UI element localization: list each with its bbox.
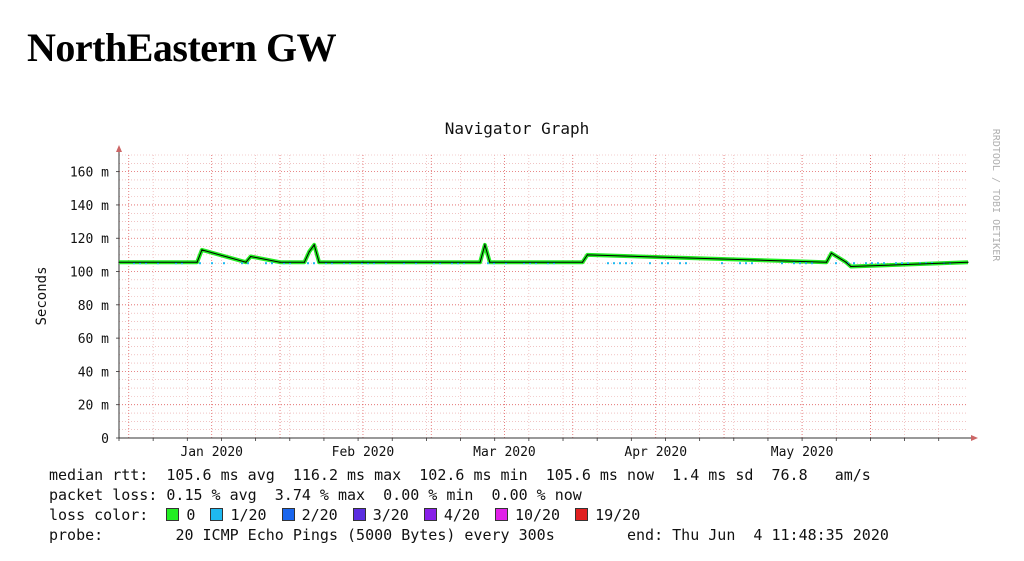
loss-color-label: loss color: bbox=[49, 506, 149, 524]
median-rtt-sd: 1.4 ms sd bbox=[672, 466, 754, 484]
loss-color-item-label: 4/20 bbox=[443, 506, 480, 524]
y-tick-label: 100 m bbox=[70, 266, 109, 281]
median-rtt-label: median rtt: bbox=[49, 466, 149, 484]
rtt-data-point bbox=[830, 252, 832, 254]
rtt-loss-band bbox=[119, 242, 969, 269]
y-tick-label: 40 m bbox=[78, 365, 109, 380]
packet-loss-row: packet loss: 0.15 % avg 3.74 % max 0.00 … bbox=[49, 486, 582, 504]
y-tick-label: 120 m bbox=[70, 232, 109, 247]
x-tick-label: Jan 2020 bbox=[180, 445, 243, 460]
probe-end-time: end: Thu Jun 4 11:48:35 2020 bbox=[626, 526, 889, 544]
packet-loss-min: 0.00 % min bbox=[383, 486, 474, 504]
loss-color-swatch bbox=[423, 508, 437, 521]
median-rtt-min: 102.6 ms min bbox=[419, 466, 528, 484]
median-rtt-avg: 105.6 ms avg bbox=[166, 466, 275, 484]
loss-color-item-label: 19/20 bbox=[595, 506, 641, 524]
rtt-data-point bbox=[825, 261, 828, 263]
rtt-data-point bbox=[581, 261, 584, 263]
loss-color-items: 0 1/20 2/20 3/20 4/20 10/20 19/20 bbox=[166, 506, 655, 524]
y-axis-label: Seconds bbox=[34, 266, 50, 325]
probe-label: probe: bbox=[49, 526, 104, 544]
page-title: NorthEastern GW bbox=[27, 25, 337, 70]
loss-color-swatch bbox=[494, 508, 508, 521]
loss-color-item: 2/20 bbox=[281, 506, 338, 524]
median-rtt-row: median rtt: 105.6 ms avg 116.2 ms max 10… bbox=[49, 466, 871, 484]
plot-area bbox=[118, 242, 969, 269]
rtt-data-point bbox=[362, 261, 364, 263]
loss-color-row: loss color: 0 1/20 2/20 3/20 4/20 10/20 19/20 bbox=[49, 506, 655, 524]
axes bbox=[116, 145, 978, 441]
rtt-data-point bbox=[250, 255, 252, 258]
probe-row: probe: 20 ICMP Echo Pings (5000 Bytes) e… bbox=[49, 526, 889, 544]
rtt-data-point bbox=[967, 261, 969, 263]
loss-color-item-label: 1/20 bbox=[230, 506, 267, 524]
rtt-data-point bbox=[118, 261, 120, 263]
y-tick-label: 60 m bbox=[78, 332, 109, 347]
rtt-data-point bbox=[303, 261, 306, 263]
rrdtool-watermark: RRDTOOL / TOBI OETIKER bbox=[990, 129, 1001, 262]
median-rtt-ams-value: 76.8 bbox=[771, 466, 808, 484]
navigator-graph: Navigator Graph Seconds RRDTOOL / TOBI O… bbox=[34, 119, 1001, 460]
loss-color-swatch bbox=[352, 508, 366, 521]
median-rtt-ams-unit: am/s bbox=[834, 466, 871, 484]
packet-loss-now: 0.00 % now bbox=[491, 486, 582, 504]
y-tick-label: 140 m bbox=[70, 199, 109, 214]
x-tick-label: Feb 2020 bbox=[332, 445, 395, 460]
loss-color-item-label: 10/20 bbox=[514, 506, 561, 524]
x-tick-label: Apr 2020 bbox=[624, 445, 687, 460]
x-axis-arrow bbox=[971, 435, 978, 441]
packet-loss-max: 3.74 % max bbox=[274, 486, 366, 504]
loss-color-swatch bbox=[575, 508, 589, 521]
loss-color-item: 3/20 bbox=[352, 506, 409, 524]
rtt-data-point bbox=[479, 261, 481, 263]
chart-title: Navigator Graph bbox=[445, 119, 590, 138]
y-axis-arrow bbox=[116, 145, 122, 152]
median-rtt-max: 116.2 ms max bbox=[292, 466, 402, 484]
rtt-data-point bbox=[201, 249, 203, 251]
loss-color-item: 4/20 bbox=[423, 506, 480, 524]
loss-color-item: 0 bbox=[166, 506, 195, 524]
rtt-data-point bbox=[845, 261, 847, 263]
y-tick-label: 20 m bbox=[78, 399, 109, 414]
packet-loss-avg: 0.15 % avg bbox=[166, 486, 257, 504]
median-rtt-now: 105.6 ms now bbox=[545, 466, 655, 484]
tick-labels: 0 20 m 40 m 60 m 80 m 100 m 120 m 140 m 160 m Jan… bbox=[70, 166, 834, 460]
x-tick-label: May 2020 bbox=[771, 445, 834, 460]
rtt-data-point bbox=[279, 261, 281, 263]
rtt-data-point bbox=[313, 244, 315, 246]
loss-color-item: 19/20 bbox=[575, 506, 640, 524]
loss-color-item-label: 3/20 bbox=[372, 506, 409, 524]
rtt-data-point bbox=[586, 254, 589, 256]
loss-color-item-label: 0 bbox=[186, 506, 196, 524]
y-tick-label: 80 m bbox=[78, 299, 109, 314]
rtt-data-point bbox=[484, 244, 486, 246]
rtt-data-point bbox=[196, 261, 198, 263]
loss-color-swatch bbox=[166, 508, 180, 521]
probe-description: 20 ICMP Echo Pings (5000 Bytes) every 30… bbox=[175, 526, 555, 544]
rtt-data-point bbox=[308, 250, 310, 253]
rtt-data-point bbox=[318, 261, 320, 263]
packet-loss-label: packet loss: bbox=[49, 486, 158, 504]
grid-lines bbox=[118, 154, 968, 438]
loss-color-swatch bbox=[210, 508, 224, 521]
rtt-data-point bbox=[245, 261, 247, 263]
rtt-data-point bbox=[489, 261, 491, 263]
y-tick-label: 0 bbox=[101, 432, 109, 447]
rtt-data-point bbox=[850, 265, 852, 268]
x-tick-label: Mar 2020 bbox=[473, 445, 536, 460]
loss-color-item: 1/20 bbox=[210, 506, 267, 524]
loss-color-item: 10/20 bbox=[494, 506, 561, 524]
loss-color-item-label: 2/20 bbox=[301, 506, 338, 524]
loss-color-swatch bbox=[281, 508, 295, 521]
y-tick-label: 160 m bbox=[70, 166, 109, 181]
